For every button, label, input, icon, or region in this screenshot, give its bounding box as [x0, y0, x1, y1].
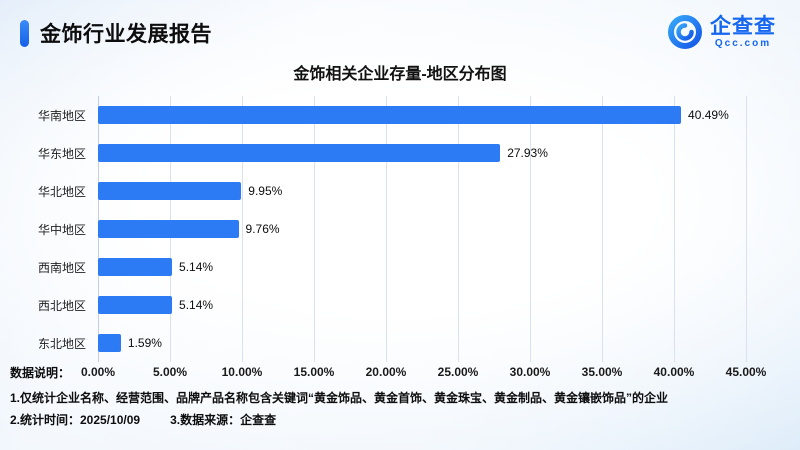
grid-line: [530, 96, 531, 362]
qcc-logo-icon: [668, 15, 702, 49]
bar-value-label: 27.93%: [507, 146, 548, 160]
category-label: 华东地区: [37, 146, 86, 161]
bar-value-label: 40.49%: [688, 108, 729, 122]
grid-line: [385, 96, 387, 362]
data-notes-label: 数据说明：: [10, 365, 71, 380]
bar: [98, 296, 173, 314]
bar-row: 9.95%: [98, 172, 746, 210]
qcc-logo-name: 企查查: [710, 14, 776, 38]
x-axis: 0.00% 5.00% 10.00% 15.00% 20.00% 25.00% 30.00%…: [81, 362, 766, 382]
header: 金饰行业发展报告 企查查 Qcc.com: [0, 0, 800, 50]
bar: [98, 220, 239, 238]
chart-title: 金饰相关企业存量-地区分布图: [293, 66, 507, 83]
bar: [98, 144, 501, 162]
footer-notes: 1.仅统计企业名称、经营范围、品牌产品名称包含关键词“黄金饰品、黄金首饰、黄金珠…: [0, 382, 800, 431]
x-tick-label: 0.00%: [80, 365, 116, 379]
bar-value-label: 5.14%: [179, 298, 214, 312]
report-title-block: 金饰行业发展报告: [20, 18, 212, 48]
x-tick-label: 20.00%: [365, 365, 407, 379]
bar-value-label: 5.14%: [179, 260, 214, 274]
category-label: 西北地区: [37, 298, 86, 313]
note-data-source: 3.数据来源：企查查: [170, 413, 277, 428]
category-label: 华中地区: [37, 222, 86, 237]
grid-line: [746, 96, 747, 362]
bar: [98, 182, 242, 200]
category-label: 华南地区: [37, 108, 86, 123]
bar-rows: 40.49% 27.93% 9.95% 9.76% 5.14% 5.14% 1.59%: [98, 96, 746, 362]
bar-row: 27.93%: [98, 134, 746, 172]
bar-value-label: 1.59%: [127, 336, 162, 350]
category-label: 华北地区: [37, 184, 86, 199]
bar-row: 5.14%: [98, 248, 746, 286]
bar-row: 5.14%: [98, 286, 746, 324]
title-accent-bar: [20, 19, 29, 47]
report-title: 金饰行业发展报告: [40, 23, 212, 46]
grid-line: [602, 96, 603, 362]
x-tick-label: 30.00%: [509, 365, 551, 379]
bar-row: 40.49%: [98, 96, 746, 134]
bar-chart: 华南地区华东地区华北地区华中地区西南地区西北地区东北地区 数据说明： 40.49…: [0, 96, 800, 382]
x-tick-label: 15.00%: [293, 365, 335, 379]
category-label: 东北地区: [37, 336, 86, 351]
bar-value-label: 9.95%: [248, 184, 283, 198]
qcc-logo-text: 企查查 Qcc.com: [710, 15, 776, 49]
grid-line: [673, 96, 675, 362]
bar-row: 9.76%: [98, 210, 746, 248]
category-axis: 华南地区华东地区华北地区华中地区西南地区西北地区东北地区 数据说明：: [10, 96, 98, 382]
bar-value-label: 9.76%: [245, 222, 280, 236]
grid-line: [458, 96, 459, 362]
x-tick-label: 5.00%: [152, 365, 187, 379]
x-tick-label: 35.00%: [581, 365, 623, 379]
note-stat-time: 2.统计时间：2025/10/09: [10, 413, 141, 428]
note-line-2: 2.统计时间：2025/10/09 3.数据来源：企查查: [10, 409, 788, 431]
qcc-logo-domain: Qcc.com: [714, 38, 772, 50]
category-label: 西南地区: [37, 260, 86, 275]
bar: [98, 258, 173, 276]
grid-line: [241, 96, 243, 362]
bar: [98, 106, 682, 124]
grid-line: [314, 96, 315, 362]
plot-area: 40.49% 27.93% 9.95% 9.76% 5.14% 5.14% 1.59% 0.…: [81, 96, 766, 382]
bar-row: 1.59%: [98, 324, 746, 362]
x-tick-label: 45.00%: [725, 365, 767, 379]
note-line-1: 1.仅统计企业名称、经营范围、品牌产品名称包含关键词“黄金饰品、黄金首饰、黄金珠…: [10, 391, 669, 405]
x-tick-label: 25.00%: [437, 365, 479, 379]
x-tick-label: 10.00%: [221, 365, 263, 379]
x-tick-label: 40.00%: [653, 365, 695, 379]
qcc-logo: 企查查 Qcc.com: [667, 14, 776, 50]
bar: [98, 334, 121, 352]
